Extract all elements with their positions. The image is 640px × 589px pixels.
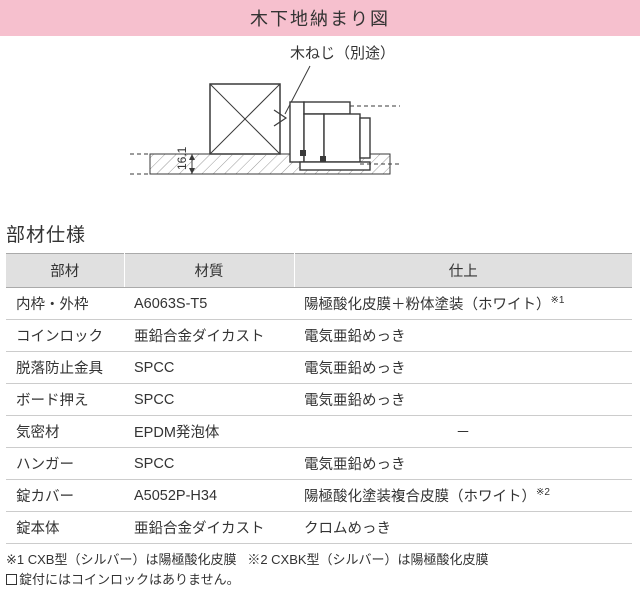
cell-material: 亜鉛合金ダイカスト	[124, 320, 294, 352]
title-bar: 木下地納まり図	[0, 0, 640, 36]
cell-part: 内枠・外枠	[6, 288, 124, 320]
cell-finish: 電気亜鉛めっき	[294, 384, 632, 416]
col-finish: 仕上	[294, 254, 632, 288]
title-text: 木下地納まり図	[250, 5, 390, 31]
cell-finish: 電気亜鉛めっき	[294, 352, 632, 384]
cell-part: 錠カバー	[6, 480, 124, 512]
table-row: ハンガーSPCC電気亜鉛めっき	[6, 448, 632, 480]
cell-part: ボード押え	[6, 384, 124, 416]
diagram-area: 木ねじ（別途）	[0, 36, 640, 218]
section-heading: 部材仕様	[0, 218, 640, 253]
cell-part: ハンガー	[6, 448, 124, 480]
cell-part: 錠本体	[6, 512, 124, 544]
table-row: コインロック亜鉛合金ダイカスト電気亜鉛めっき	[6, 320, 632, 352]
installation-diagram: 16.1	[0, 36, 640, 218]
cell-finish: 電気亜鉛めっき	[294, 320, 632, 352]
spec-header-row: 部材 材質 仕上	[6, 254, 632, 288]
col-part: 部材	[6, 254, 124, 288]
cell-material: A5052P-H34	[124, 480, 294, 512]
table-row: ボード押えSPCC電気亜鉛めっき	[6, 384, 632, 416]
table-row: 脱落防止金具SPCC電気亜鉛めっき	[6, 352, 632, 384]
table-row: 内枠・外枠A6063S-T5陽極酸化皮膜＋粉体塗装（ホワイト）※1	[6, 288, 632, 320]
footnote-line-1: ※1 CXB型（シルバー）は陽極酸化皮膜 ※2 CXBK型（シルバー）は陽極酸化…	[6, 550, 634, 570]
cell-material: A6063S-T5	[124, 288, 294, 320]
square-bullet-icon	[6, 574, 17, 585]
table-row: 錠カバーA5052P-H34陽極酸化塗装複合皮膜（ホワイト）※2	[6, 480, 632, 512]
cell-finish: 陽極酸化塗装複合皮膜（ホワイト）※2	[294, 480, 632, 512]
cell-part: コインロック	[6, 320, 124, 352]
spec-table: 部材 材質 仕上 内枠・外枠A6063S-T5陽極酸化皮膜＋粉体塗装（ホワイト）…	[6, 253, 632, 544]
finish-note: ※2	[536, 487, 550, 498]
cell-finish: クロムめっき	[294, 512, 632, 544]
cell-finish: 電気亜鉛めっき	[294, 448, 632, 480]
cell-material: SPCC	[124, 384, 294, 416]
dimension-vertical: 16.1	[175, 146, 189, 170]
col-material: 材質	[124, 254, 294, 288]
finish-note: ※1	[551, 295, 565, 306]
cell-finish: －	[294, 416, 632, 448]
cell-material: SPCC	[124, 352, 294, 384]
footnote-line-2: 錠付にはコインロックはありません。	[6, 570, 634, 589]
cell-material: 亜鉛合金ダイカスト	[124, 512, 294, 544]
cell-part: 脱落防止金具	[6, 352, 124, 384]
cell-part: 気密材	[6, 416, 124, 448]
cell-material: SPCC	[124, 448, 294, 480]
table-row: 錠本体亜鉛合金ダイカストクロムめっき	[6, 512, 632, 544]
table-row: 気密材EPDM発泡体－	[6, 416, 632, 448]
cell-finish: 陽極酸化皮膜＋粉体塗装（ホワイト）※1	[294, 288, 632, 320]
footnotes: ※1 CXB型（シルバー）は陽極酸化皮膜 ※2 CXBK型（シルバー）は陽極酸化…	[0, 544, 640, 589]
cell-material: EPDM発泡体	[124, 416, 294, 448]
